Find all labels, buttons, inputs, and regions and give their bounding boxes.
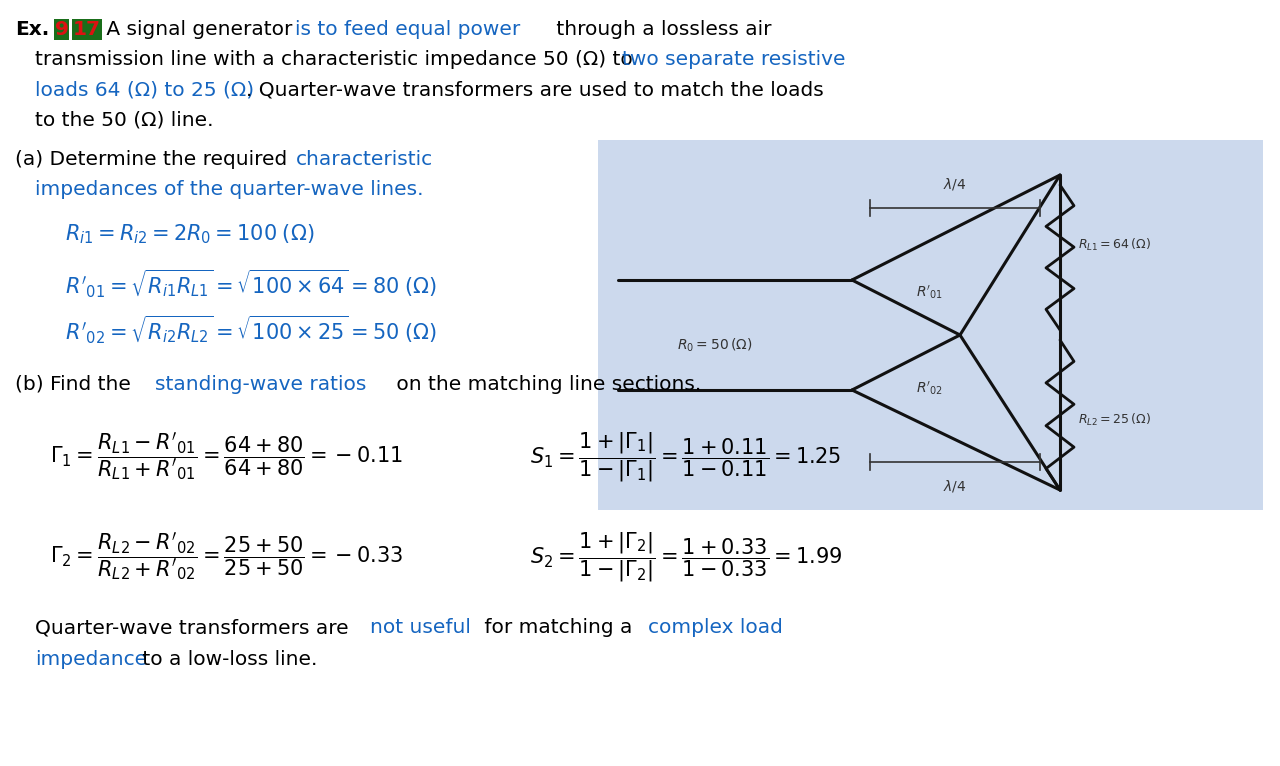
Text: $R'_{01}$: $R'_{01}$ [916,283,943,301]
Text: A signal generator: A signal generator [100,20,298,39]
Text: $R'_{01} = \sqrt{R_{i1}R_{L1}} = \sqrt{100 \times 64} = 80\;(\Omega)$: $R'_{01} = \sqrt{R_{i1}R_{L1}} = \sqrt{1… [65,268,436,300]
Text: to the 50 (Ω) line.: to the 50 (Ω) line. [35,110,214,129]
Text: $R_{L2} = 25\,(\Omega)$: $R_{L2} = 25\,(\Omega)$ [1078,412,1151,428]
Text: for matching a: for matching a [477,618,639,637]
Text: impedances of the quarter-wave lines.: impedances of the quarter-wave lines. [35,180,424,199]
Text: $S_2 = \dfrac{1 + |\Gamma_2|}{1 - |\Gamma_2|} = \dfrac{1+0.33}{1-0.33} = 1.99$: $S_2 = \dfrac{1 + |\Gamma_2|}{1 - |\Gamm… [530,530,842,584]
Text: transmission line with a characteristic impedance 50 (Ω) to: transmission line with a characteristic … [35,50,639,69]
Text: $R_{i1} = R_{i2} = 2R_0 = 100\;(\Omega)$: $R_{i1} = R_{i2} = 2R_0 = 100\;(\Omega)$ [65,222,315,246]
Text: (b) Find the: (b) Find the [15,375,137,394]
Text: . Quarter-wave transformers are used to match the loads: . Quarter-wave transformers are used to … [246,80,824,99]
Text: through a lossless air: through a lossless air [550,20,772,39]
Text: is to feed equal power: is to feed equal power [294,20,520,39]
Text: characteristic: characteristic [296,150,433,169]
Text: two separate resistive: two separate resistive [622,50,846,69]
Text: $\Gamma_1 = \dfrac{R_{L1} - R'_{01}}{R_{L1} + R'_{01}} = \dfrac{64+80}{64+80} = : $\Gamma_1 = \dfrac{R_{L1} - R'_{01}}{R_{… [50,430,403,483]
Text: $R'_{02} = \sqrt{R_{i2}R_{L2}} = \sqrt{100 \times 25} = 50\;(\Omega)$: $R'_{02} = \sqrt{R_{i2}R_{L2}} = \sqrt{1… [65,314,436,346]
Text: loads 64 (Ω) to 25 (Ω): loads 64 (Ω) to 25 (Ω) [35,80,255,99]
Text: $\lambda/4$: $\lambda/4$ [943,176,966,192]
Text: $\Gamma_2 = \dfrac{R_{L2} - R'_{02}}{R_{L2} + R'_{02}} = \dfrac{25+50}{25+50} = : $\Gamma_2 = \dfrac{R_{L2} - R'_{02}}{R_{… [50,530,403,582]
Text: $\lambda/4$: $\lambda/4$ [943,478,966,494]
Text: Quarter-wave transformers are: Quarter-wave transformers are [35,618,355,637]
Text: Ex.: Ex. [15,20,49,39]
Text: 9: 9 [55,20,69,39]
Text: standing-wave ratios: standing-wave ratios [155,375,366,394]
Text: $R_{L1} = 64\,(\Omega)$: $R_{L1} = 64\,(\Omega)$ [1078,237,1151,253]
Text: (a) Determine the required: (a) Determine the required [15,150,293,169]
Text: impedance: impedance [35,650,147,669]
Text: $R_0 = 50\,(\Omega)$: $R_0 = 50\,(\Omega)$ [677,336,753,354]
Text: not useful: not useful [370,618,471,637]
Text: complex load: complex load [648,618,783,637]
Text: 17: 17 [73,20,101,39]
Text: to a low-loss line.: to a low-loss line. [136,650,317,669]
Bar [598,140,1263,510]
Text: $S_1 = \dfrac{1 + |\Gamma_1|}{1 - |\Gamma_1|} = \dfrac{1+0.11}{1-0.11} = 1.25$: $S_1 = \dfrac{1 + |\Gamma_1|}{1 - |\Gamm… [530,430,841,483]
Text: on the matching line sections.: on the matching line sections. [390,375,701,394]
Text: $R'_{02}$: $R'_{02}$ [916,379,943,397]
